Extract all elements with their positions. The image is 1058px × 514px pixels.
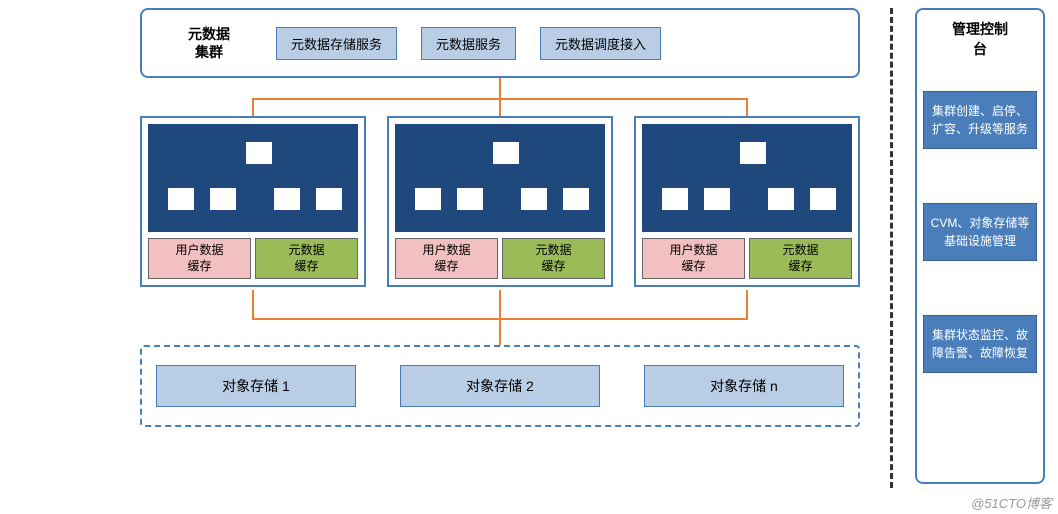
- worker-square-icon: [274, 188, 300, 210]
- connector-top-v-center: [499, 78, 501, 98]
- object-storage-item: 对象存储 1: [156, 365, 356, 407]
- worker-node: 用户数据缓存 元数据缓存: [387, 116, 613, 287]
- mgmt-monitoring-box: 集群状态监控、故障告警、故障恢复: [923, 315, 1037, 373]
- worker-caches-row: 用户数据缓存 元数据缓存: [395, 238, 605, 279]
- worker-node: 用户数据缓存 元数据缓存: [634, 116, 860, 287]
- worker-square-icon: [415, 188, 441, 210]
- worker-square-icon: [521, 188, 547, 210]
- worker-inner-panel: [642, 124, 852, 232]
- metadata-cache-box: 元数据缓存: [502, 238, 605, 279]
- connector-top-v-right: [746, 98, 748, 118]
- worker-square-icon: [563, 188, 589, 210]
- worker-square-icon: [740, 142, 766, 164]
- worker-square-icon: [168, 188, 194, 210]
- watermark-text: @51CTO博客: [971, 493, 1052, 512]
- connector-bot-v-center: [499, 318, 501, 348]
- metadata-storage-service-box: 元数据存储服务: [276, 27, 397, 60]
- object-storage-item: 对象存储 2: [400, 365, 600, 407]
- object-storage-item: 对象存储 n: [644, 365, 844, 407]
- worker-caches-row: 用户数据缓存 元数据缓存: [148, 238, 358, 279]
- metadata-schedule-access-box: 元数据调度接入: [540, 27, 661, 60]
- worker-square-icon: [704, 188, 730, 210]
- management-console-title: 管理控制台: [923, 20, 1037, 59]
- worker-caches-row: 用户数据缓存 元数据缓存: [642, 238, 852, 279]
- worker-square-icon: [457, 188, 483, 210]
- worker-square-icon: [316, 188, 342, 210]
- worker-square-icon: [210, 188, 236, 210]
- user-data-cache-box: 用户数据缓存: [642, 238, 745, 279]
- worker-square-icon: [246, 142, 272, 164]
- worker-inner-panel: [148, 124, 358, 232]
- user-data-cache-box: 用户数据缓存: [148, 238, 251, 279]
- metadata-cluster-panel: 元数据集群 元数据存储服务 元数据服务 元数据调度接入: [140, 8, 860, 78]
- connector-bot-v-mid: [499, 290, 501, 318]
- mgmt-infra-box: CVM、对象存储等基础设施管理: [923, 203, 1037, 261]
- mgmt-cluster-ops-box: 集群创建、启停、扩容、升级等服务: [923, 91, 1037, 149]
- connector-bot-v-left: [252, 290, 254, 318]
- worker-inner-panel: [395, 124, 605, 232]
- connector-top-v-left: [252, 98, 254, 118]
- worker-square-icon: [493, 142, 519, 164]
- workers-row: 用户数据缓存 元数据缓存 用户数据缓存 元数据缓存: [140, 116, 860, 287]
- metadata-cache-box: 元数据缓存: [255, 238, 358, 279]
- metadata-service-box: 元数据服务: [421, 27, 516, 60]
- vertical-separator: [890, 8, 893, 488]
- connector-top-v-mid: [499, 98, 501, 118]
- worker-square-icon: [810, 188, 836, 210]
- metadata-cluster-title: 元数据集群: [154, 25, 264, 61]
- worker-square-icon: [768, 188, 794, 210]
- object-storage-panel: 对象存储 1 对象存储 2 对象存储 n: [140, 345, 860, 427]
- worker-square-icon: [662, 188, 688, 210]
- user-data-cache-box: 用户数据缓存: [395, 238, 498, 279]
- main-diagram-area: 元数据集群 元数据存储服务 元数据服务 元数据调度接入 用户数据缓存 元数据缓存: [140, 8, 860, 427]
- worker-node: 用户数据缓存 元数据缓存: [140, 116, 366, 287]
- metadata-cache-box: 元数据缓存: [749, 238, 852, 279]
- management-console-panel: 管理控制台 集群创建、启停、扩容、升级等服务 CVM、对象存储等基础设施管理 集…: [915, 8, 1045, 484]
- connector-bot-v-right: [746, 290, 748, 318]
